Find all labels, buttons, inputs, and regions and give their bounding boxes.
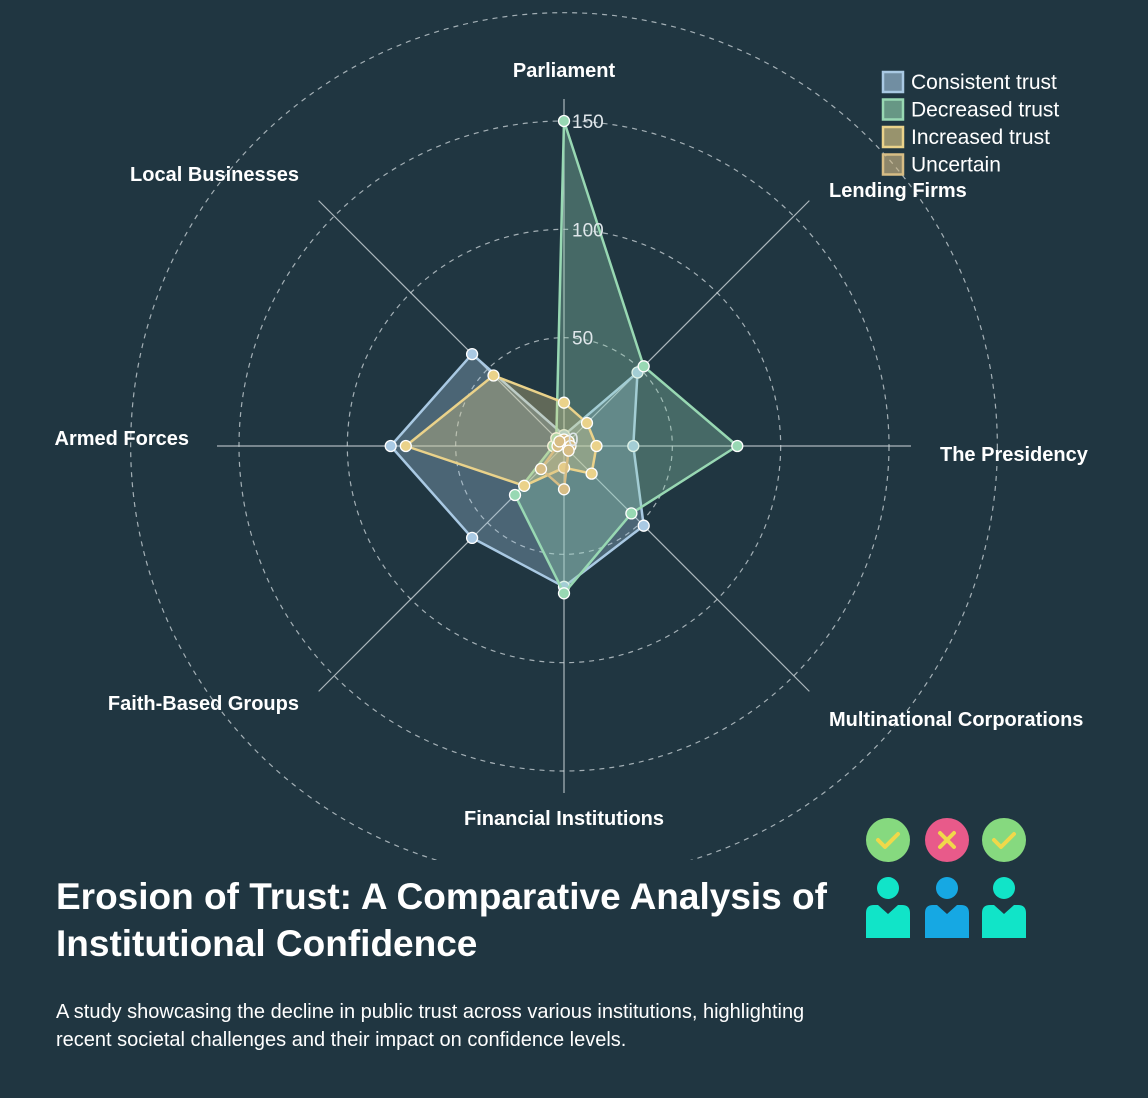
radial-tick-label: 100 — [572, 220, 604, 241]
data-point — [637, 519, 650, 532]
series-uncertain — [534, 433, 577, 496]
data-point — [534, 462, 548, 476]
axis-label: Parliament — [513, 60, 616, 82]
legend-label: Consistent trust — [911, 71, 1057, 94]
radial-tick-labels: 50 100 150 0 — [568, 112, 604, 451]
data-point — [465, 347, 479, 361]
data-point — [508, 488, 522, 502]
radar-chart: 50 100 150 0 Parliament Lending Firms The Pre… — [55, 12, 1089, 860]
data-point — [557, 587, 571, 600]
data-point — [553, 435, 566, 448]
axis-label: Armed Forces — [55, 428, 190, 450]
person-icon — [866, 877, 910, 938]
trust-icons — [866, 818, 1026, 938]
person-icon — [982, 877, 1026, 938]
radial-tick-label: 50 — [572, 329, 593, 350]
axis-line — [563, 200, 810, 447]
axis-label: Lending Firms — [829, 180, 967, 202]
legend-label: Decreased trust — [911, 99, 1059, 122]
cross-circle-icon — [925, 818, 969, 862]
data-point — [384, 439, 397, 453]
axis-label: Faith-Based Groups — [108, 693, 299, 715]
legend: Consistent trust Decreased trust Increased… — [881, 70, 1059, 177]
radial-tick-label: 0 — [568, 430, 579, 451]
legend-item: Increased trust — [881, 125, 1050, 149]
legend-label: Increased trust — [911, 126, 1050, 149]
legend-swatch — [881, 70, 905, 94]
data-point — [562, 444, 575, 457]
person-icon — [925, 877, 969, 938]
data-point — [590, 439, 603, 453]
axis-label: The Presidency — [940, 444, 1089, 466]
check-circle-icon — [982, 818, 1026, 862]
data-point — [399, 439, 412, 453]
check-circle-icon — [866, 818, 910, 862]
data-point — [627, 439, 640, 453]
legend-swatch — [881, 98, 905, 121]
chart-title: Erosion of Trust: A Comparative Analysis… — [56, 876, 827, 964]
data-point — [731, 439, 744, 453]
grid-ring — [130, 12, 998, 860]
series-consistent-trust — [384, 347, 650, 593]
radar-series — [384, 114, 744, 600]
chart-subtitle: A study showcasing the decline in public… — [56, 1001, 805, 1051]
axis-labels: Parliament Lending Firms The Presidency Mul… — [55, 60, 1089, 830]
legend-swatch — [881, 153, 905, 176]
axis-label: Local Businesses — [130, 164, 299, 186]
data-point — [557, 483, 571, 496]
data-point — [465, 531, 479, 545]
axis-label: Financial Institutions — [464, 808, 664, 830]
radar-axes — [217, 99, 911, 793]
axis-label: Multinational Corporations — [829, 709, 1083, 731]
legend-label: Uncertain — [911, 154, 1001, 177]
data-point — [557, 396, 571, 409]
axis-line — [318, 200, 565, 447]
data-point — [487, 369, 500, 382]
data-point — [637, 360, 650, 373]
legend-item: Decreased trust — [881, 98, 1059, 122]
legend-item: Uncertain — [881, 153, 1001, 177]
data-point — [625, 507, 638, 520]
data-point — [557, 114, 571, 128]
axis-line — [563, 445, 810, 692]
legend-swatch — [881, 125, 905, 149]
radial-tick-label: 150 — [572, 112, 604, 133]
legend-item: Consistent trust — [881, 70, 1057, 94]
data-point — [585, 467, 598, 480]
data-point — [580, 416, 594, 430]
data-point — [518, 479, 531, 492]
